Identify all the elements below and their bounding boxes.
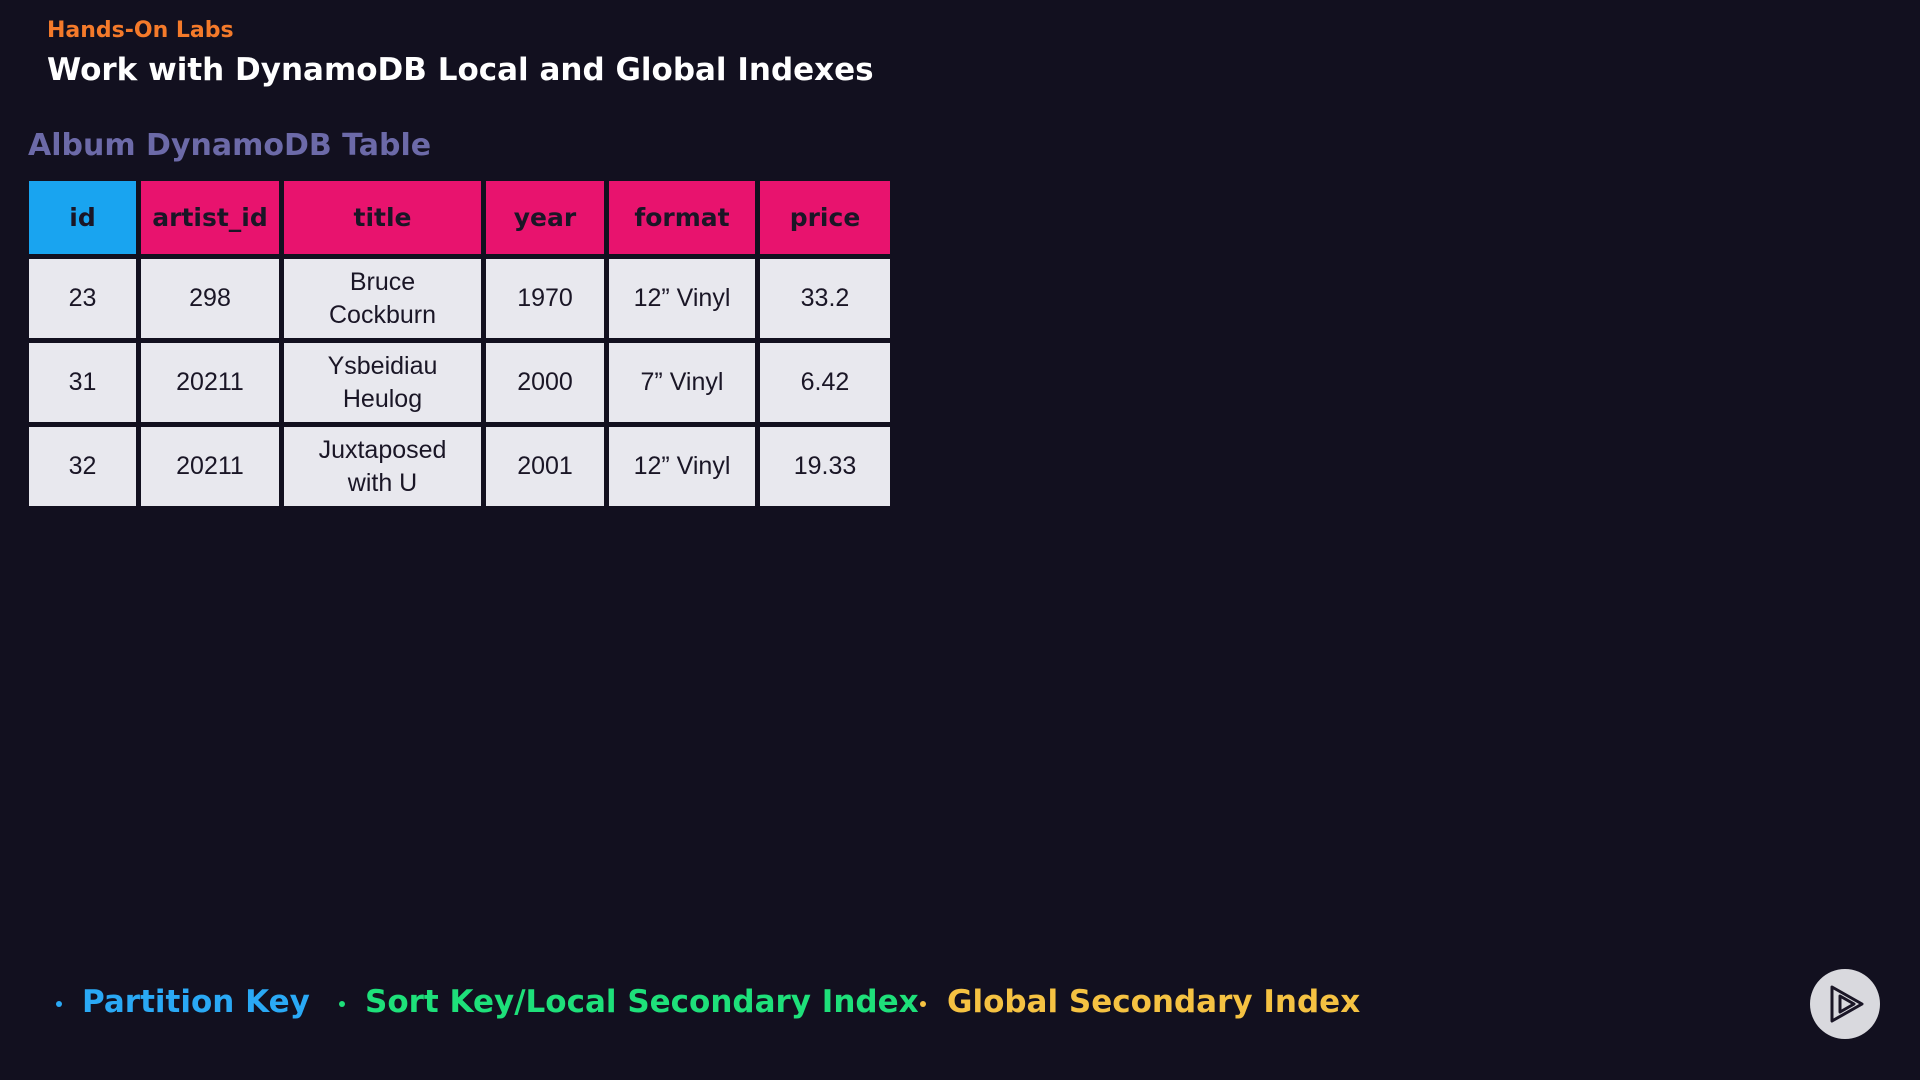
column-header: price <box>760 181 890 254</box>
table-cell: 23 <box>29 259 136 338</box>
table-cell: 2000 <box>486 343 604 422</box>
table-cell: 2001 <box>486 427 604 506</box>
slide-title: Work with DynamoDB Local and Global Inde… <box>47 52 874 88</box>
column-header: artist_id <box>141 181 279 254</box>
section-label: Hands-On Labs <box>47 18 234 43</box>
table: id artist_id title year format price 23 298 Bruc… <box>29 181 890 506</box>
table-cell: 19.33 <box>760 427 890 506</box>
table-cell: Ysbeidiau Heulog <box>284 343 481 422</box>
table-cell: 20211 <box>141 427 279 506</box>
table-cell: 32 <box>29 427 136 506</box>
legend-bullet <box>56 1001 62 1007</box>
table-cell: 7” Vinyl <box>609 343 755 422</box>
column-header: year <box>486 181 604 254</box>
play-button[interactable] <box>1810 969 1880 1039</box>
column-header: title <box>284 181 481 254</box>
table-cell: 12” Vinyl <box>609 427 755 506</box>
legend-item: Sort Key/Local Secondary Index <box>365 984 919 1020</box>
column-header: id <box>29 181 136 254</box>
table-cell: 6.42 <box>760 343 890 422</box>
play-icon <box>1830 985 1864 1023</box>
legend-bullet <box>339 1001 345 1007</box>
table-cell: 20211 <box>141 343 279 422</box>
table-cell: 1970 <box>486 259 604 338</box>
table-cell: 31 <box>29 343 136 422</box>
table-cell: 12” Vinyl <box>609 259 755 338</box>
table-cell: Juxtaposed with U <box>284 427 481 506</box>
table-cell: Bruce Cockburn <box>284 259 481 338</box>
legend: Partition Key Sort Key/Local Secondary In… <box>0 984 1500 1026</box>
table-caption: Album DynamoDB Table <box>28 128 432 163</box>
legend-bullet <box>920 1001 926 1007</box>
table-cell: 298 <box>141 259 279 338</box>
table-cell: 33.2 <box>760 259 890 338</box>
column-header: format <box>609 181 755 254</box>
legend-item: Global Secondary Index <box>947 984 1361 1020</box>
legend-item: Partition Key <box>82 984 310 1020</box>
